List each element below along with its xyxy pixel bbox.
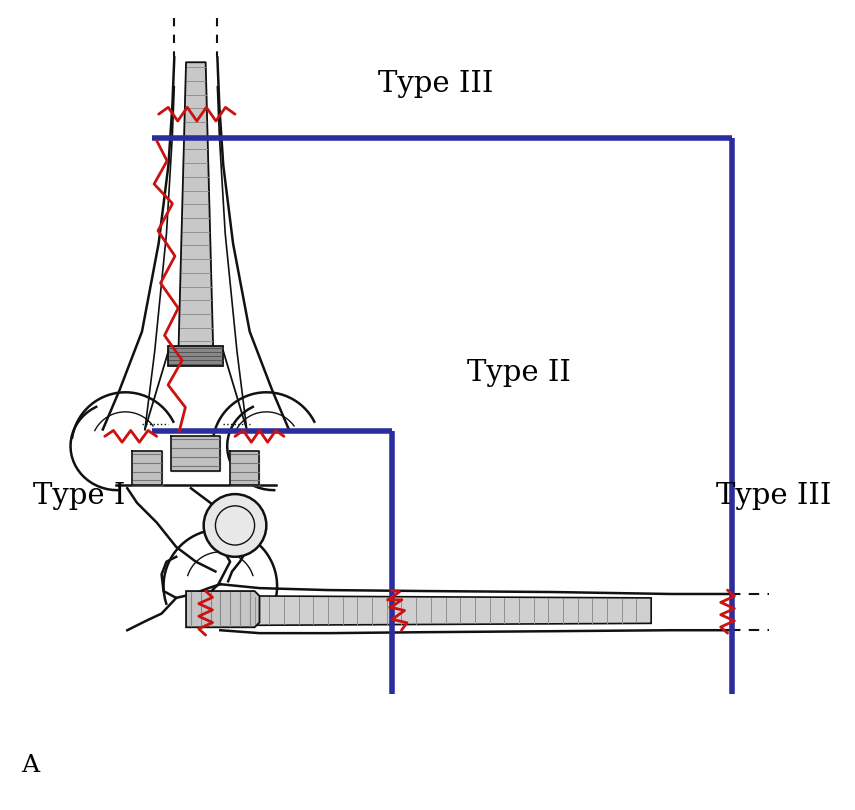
- Circle shape: [203, 494, 267, 556]
- Polygon shape: [186, 591, 259, 627]
- Polygon shape: [168, 346, 223, 366]
- Text: Type II: Type II: [467, 360, 571, 387]
- Polygon shape: [250, 596, 652, 625]
- Polygon shape: [230, 451, 259, 485]
- Polygon shape: [133, 451, 162, 485]
- Text: A: A: [21, 754, 39, 778]
- Text: Type I: Type I: [33, 482, 126, 510]
- Polygon shape: [171, 437, 221, 471]
- Polygon shape: [178, 62, 214, 361]
- Text: Type III: Type III: [378, 70, 493, 98]
- Text: Type III: Type III: [716, 482, 831, 510]
